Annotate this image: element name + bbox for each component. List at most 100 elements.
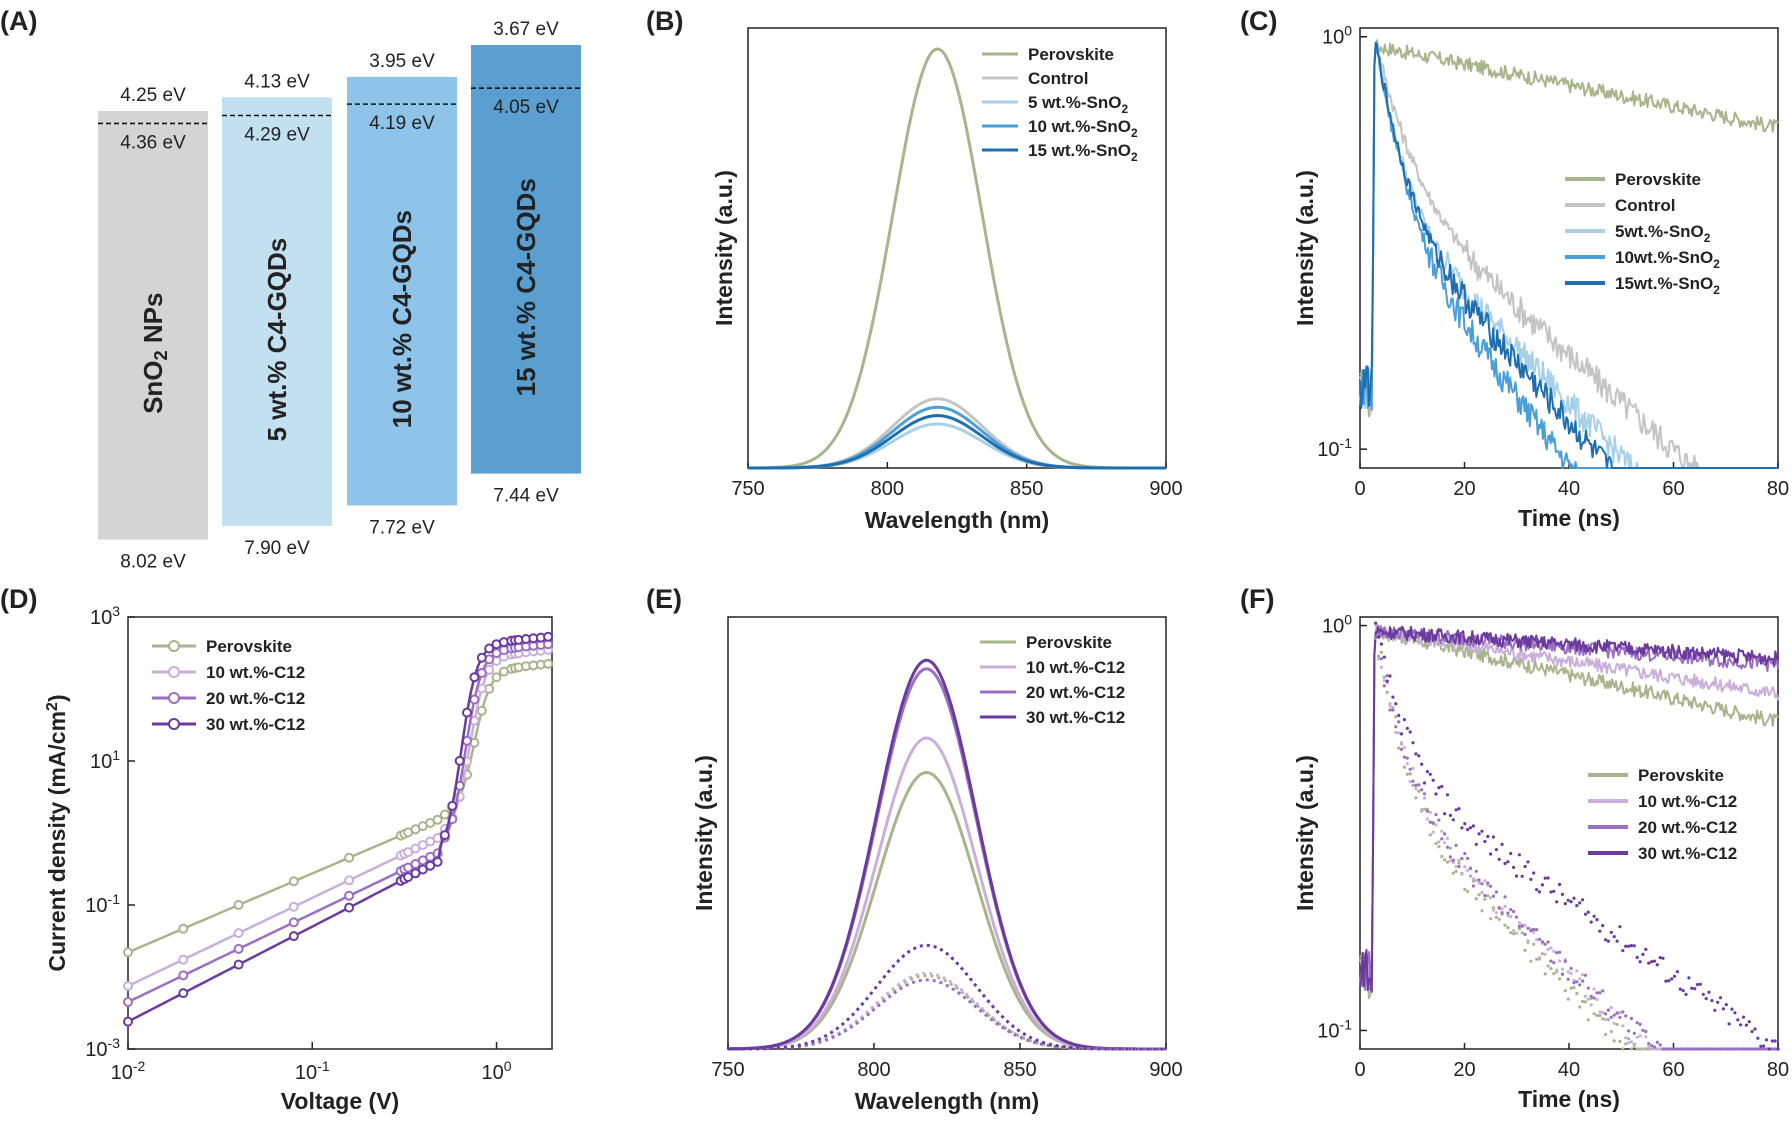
decay-dotted-point bbox=[1558, 950, 1562, 954]
decay-dotted-point bbox=[1592, 987, 1596, 991]
decay-dotted-point bbox=[1546, 964, 1550, 968]
series-line-dotted-6 bbox=[728, 978, 1166, 1051]
decay-dotted-point bbox=[1647, 961, 1651, 965]
decay-dotted-point bbox=[1762, 1044, 1766, 1048]
decay-dotted-point bbox=[1457, 864, 1461, 869]
decay-dotted-point bbox=[1451, 860, 1455, 865]
decay-dotted-point bbox=[1451, 871, 1455, 875]
top-energy-label: 3.67 eV bbox=[493, 19, 559, 40]
y-tick-label: 101 bbox=[90, 747, 120, 773]
decay-dotted-point bbox=[1701, 1047, 1705, 1051]
fermi-energy-label: 4.36 eV bbox=[120, 132, 186, 153]
decay-dotted-point bbox=[1437, 840, 1441, 844]
jv-marker bbox=[476, 668, 487, 678]
decay-dotted-point bbox=[1451, 858, 1455, 862]
decay-dotted-point bbox=[1764, 1038, 1769, 1042]
decay-dotted-point bbox=[1647, 1045, 1651, 1049]
decay-dotted-point bbox=[1586, 997, 1590, 1001]
jv-marker bbox=[403, 872, 414, 883]
y-tick-label: 10-1 bbox=[85, 891, 120, 917]
decay-dotted-point bbox=[1497, 917, 1501, 921]
decay-dotted-point bbox=[1566, 970, 1570, 974]
decay-dotted-point bbox=[1572, 896, 1576, 900]
decay-dotted-point bbox=[1431, 830, 1435, 834]
decay-dotted-point bbox=[1388, 708, 1392, 712]
decay-dotted-point bbox=[1420, 788, 1424, 792]
decay-dotted-point bbox=[1376, 657, 1381, 661]
decay-dotted-point bbox=[1658, 956, 1662, 960]
decay-dotted-point bbox=[1500, 907, 1504, 911]
decay-dotted-point bbox=[1661, 956, 1665, 960]
legend-entry: Perovskite bbox=[206, 637, 292, 656]
decay-dotted-point bbox=[1552, 889, 1556, 893]
decay-dotted-point bbox=[1569, 986, 1573, 990]
decay-dotted-point bbox=[1604, 1012, 1608, 1016]
jv-marker bbox=[432, 814, 443, 825]
decay-dotted-point bbox=[1606, 939, 1610, 943]
jv-marker bbox=[178, 988, 189, 999]
decay-dotted-point bbox=[1687, 1047, 1691, 1051]
jv-marker bbox=[178, 923, 189, 934]
decay-dotted-point bbox=[1615, 1011, 1619, 1015]
decay-dotted-point bbox=[1736, 1018, 1740, 1022]
decay-dotted-point bbox=[1414, 752, 1418, 756]
decay-series-line bbox=[1359, 39, 1779, 418]
decay-dotted-point bbox=[1601, 1017, 1605, 1021]
decay-dotted-point bbox=[1690, 1047, 1694, 1051]
legend-entry: 15wt.%-SnO2 bbox=[1615, 274, 1720, 297]
x-tick-label: 850 bbox=[1003, 1059, 1036, 1081]
decay-dotted-point bbox=[1638, 960, 1642, 964]
decay-dotted-point bbox=[1491, 908, 1496, 912]
energy-bar-3 bbox=[347, 76, 457, 506]
decay-dotted-point bbox=[1422, 807, 1427, 811]
decay-dotted-point bbox=[1477, 881, 1481, 885]
decay-dotted-point bbox=[1549, 946, 1553, 950]
decay-dotted-point bbox=[1716, 1047, 1720, 1051]
decay-dotted-point bbox=[1483, 897, 1487, 901]
decay-dotted-point bbox=[1583, 973, 1588, 977]
decay-dotted-point bbox=[1650, 960, 1654, 964]
decay-dotted-point bbox=[1609, 1029, 1613, 1034]
bottom-energy-label: 7.44 eV bbox=[493, 486, 559, 507]
decay-dotted-point bbox=[1704, 1047, 1708, 1051]
decay-dotted-point bbox=[1575, 969, 1579, 973]
decay-dotted-point bbox=[1466, 828, 1470, 832]
decay-dotted-point bbox=[1540, 940, 1544, 944]
x-tick-label: 40 bbox=[1558, 1059, 1580, 1081]
decay-dotted-point bbox=[1537, 890, 1542, 894]
decay-dotted-point bbox=[1546, 947, 1550, 952]
legend-entry: 20 wt.%-C12 bbox=[206, 689, 305, 708]
decay-dotted-point bbox=[1552, 972, 1556, 976]
decay-dotted-point bbox=[1503, 861, 1507, 866]
decay-dotted-point bbox=[1770, 1047, 1774, 1051]
decay-dotted-point bbox=[1589, 920, 1593, 924]
decay-dotted-point bbox=[1612, 1013, 1616, 1017]
decay-dotted-point bbox=[1773, 1047, 1777, 1051]
decay-dotted-point bbox=[1583, 1000, 1588, 1004]
decay-dotted-point bbox=[1604, 1032, 1608, 1037]
decay-dotted-point bbox=[1684, 992, 1688, 997]
decay-dotted-point bbox=[1629, 1016, 1633, 1021]
decay-dotted-point bbox=[1635, 955, 1639, 960]
decay-dotted-point bbox=[1713, 1047, 1717, 1051]
decay-dotted-point bbox=[1523, 923, 1527, 928]
decay-dotted-point bbox=[1512, 932, 1516, 936]
panel-label-f: (F) bbox=[1240, 584, 1274, 614]
decay-dotted-point bbox=[1756, 1036, 1760, 1040]
jv-marker bbox=[178, 970, 189, 981]
decay-dotted-point bbox=[1509, 908, 1513, 912]
decay-dotted-point bbox=[1420, 808, 1424, 812]
decay-dotted-point bbox=[1491, 906, 1496, 910]
decay-dotted-point bbox=[1540, 952, 1544, 956]
decay-series-line bbox=[1359, 41, 1778, 469]
decay-dotted-point bbox=[1454, 808, 1458, 812]
decay-dotted-point bbox=[1629, 944, 1633, 948]
x-tick-label: 800 bbox=[857, 1059, 890, 1081]
decay-dotted-point bbox=[1713, 1008, 1717, 1012]
decay-dotted-point bbox=[1374, 621, 1378, 625]
jv-marker bbox=[288, 901, 299, 912]
legend-entry: 30 wt.%-C12 bbox=[1638, 844, 1737, 863]
decay-dotted-point bbox=[1529, 959, 1533, 963]
decay-dotted-point bbox=[1535, 938, 1539, 942]
